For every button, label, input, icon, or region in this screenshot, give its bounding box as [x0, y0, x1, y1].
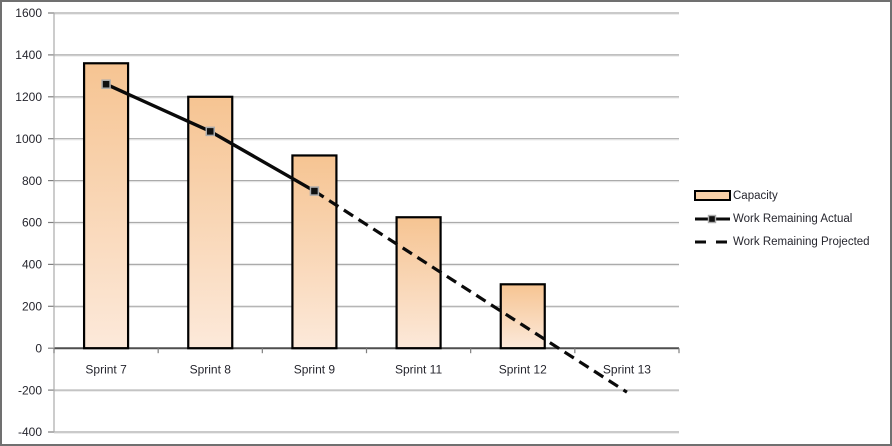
dashed-line-icon — [695, 240, 730, 244]
actual-square-marker — [309, 186, 320, 196]
x-axis-label: Sprint 8 — [190, 363, 232, 377]
work-remaining-projected-line — [313, 189, 628, 394]
x-axis-label: Sprint 12 — [499, 363, 547, 377]
y-axis-label: 600 — [22, 216, 42, 230]
y-axis-label: 1600 — [15, 6, 42, 20]
chart-legend: Capacity Work Remaining Actual Work Rema… — [694, 184, 870, 254]
actual-square-marker — [205, 126, 215, 137]
y-axis-label: 800 — [22, 174, 42, 188]
capacity-bar — [291, 154, 338, 350]
capacity-bar — [395, 216, 442, 350]
x-axis-label: Sprint 9 — [294, 363, 336, 377]
legend-label-work-remaining-projected: Work Remaining Projected — [733, 236, 870, 249]
legend-item-capacity: Capacity — [694, 184, 870, 207]
legend-item-work-remaining-actual: Work Remaining Actual — [694, 207, 870, 230]
y-axis-label: 1200 — [15, 90, 42, 104]
x-axis-label: Sprint 11 — [395, 363, 442, 377]
y-axis-label: -400 — [18, 425, 42, 439]
y-axis-label: 200 — [22, 300, 42, 314]
legend-label-capacity: Capacity — [733, 189, 778, 202]
y-axis-label: 0 — [35, 341, 42, 355]
y-axis-label: 1400 — [15, 48, 42, 62]
legend-item-work-remaining-projected: Work Remaining Projected — [694, 231, 870, 254]
capacity-bar — [82, 62, 130, 350]
solid-line-marker-icon — [695, 214, 730, 224]
y-axis-label: 1000 — [15, 132, 42, 146]
x-axis-label: Sprint 7 — [85, 363, 127, 377]
y-axis-label: 400 — [22, 258, 42, 272]
x-axis-label: Sprint 13 — [603, 363, 651, 377]
y-axis-label: -200 — [18, 383, 42, 397]
capacity-swatch-icon — [694, 190, 731, 202]
actual-square-marker — [101, 79, 111, 89]
legend-label-work-remaining-actual: Work Remaining Actual — [733, 213, 853, 226]
